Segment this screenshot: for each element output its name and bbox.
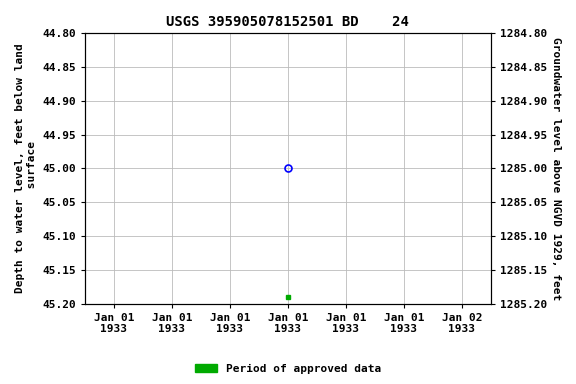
Title: USGS 395905078152501 BD    24: USGS 395905078152501 BD 24 bbox=[166, 15, 410, 29]
Legend: Period of approved data: Period of approved data bbox=[191, 359, 385, 379]
Y-axis label: Groundwater level above NGVD 1929, feet: Groundwater level above NGVD 1929, feet bbox=[551, 37, 561, 300]
Y-axis label: Depth to water level, feet below land
 surface: Depth to water level, feet below land su… bbox=[15, 43, 37, 293]
